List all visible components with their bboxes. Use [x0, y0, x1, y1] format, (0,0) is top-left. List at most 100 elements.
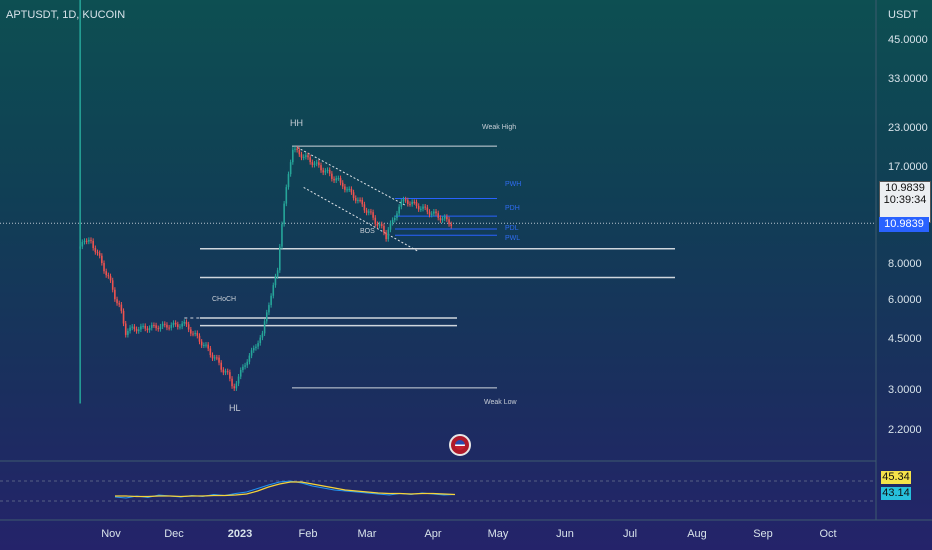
candle-body: [341, 182, 344, 187]
candle-body: [424, 206, 426, 208]
candle-body: [404, 199, 407, 201]
y-tick-label: 2.2000: [888, 424, 922, 436]
choch-label: CHoCH: [212, 296, 237, 303]
x-tick-label: Feb: [298, 528, 318, 540]
candle-body: [426, 207, 429, 212]
candle-body: [292, 149, 294, 163]
candle-body: [85, 240, 88, 242]
candle-body: [190, 329, 192, 334]
y-tick-label: 6.0000: [888, 294, 922, 306]
candle-body: [213, 357, 216, 359]
x-tick-label: May: [487, 528, 509, 540]
pwh-label: PWH: [505, 181, 522, 188]
candle-body: [218, 357, 220, 363]
candle-body: [385, 232, 387, 240]
candle-body: [148, 327, 151, 331]
y-tick-label: 17.0000: [888, 161, 928, 173]
candle-body: [380, 224, 383, 226]
candle-body: [287, 174, 290, 188]
candle-body: [370, 211, 372, 213]
candle-body: [411, 201, 413, 205]
candle-body: [114, 289, 116, 300]
candle-body: [170, 324, 173, 328]
candle-body: [428, 211, 431, 215]
candle-body: [361, 199, 364, 205]
candle-body: [407, 200, 409, 204]
candle-body: [103, 263, 105, 272]
hh-label: HH: [290, 118, 303, 128]
candle-body: [237, 376, 240, 384]
candle-body: [200, 341, 203, 346]
y-tick-label: 8.0000: [888, 258, 922, 270]
candle-body: [88, 239, 90, 242]
candle-body: [177, 324, 179, 327]
candle-body: [435, 211, 437, 214]
candle-body: [94, 248, 97, 253]
candle-body: [220, 362, 222, 370]
candle-body: [318, 162, 320, 166]
candle-body: [205, 344, 207, 346]
candle-body: [350, 188, 353, 193]
candle-body: [348, 188, 351, 190]
candle-body: [96, 252, 99, 254]
pdh-label: PDH: [505, 205, 520, 212]
candle-body: [142, 325, 144, 327]
x-tick-label: Jul: [622, 528, 638, 540]
candle-body: [259, 337, 262, 344]
candle-body: [194, 332, 196, 334]
candle-body: [216, 357, 218, 359]
candle-body: [233, 386, 236, 389]
candle-body: [224, 371, 227, 373]
us-flag-event-icon[interactable]: [449, 434, 471, 456]
candle-body: [274, 276, 277, 286]
candle-body: [124, 323, 127, 335]
candle-body: [250, 350, 253, 356]
candle-body: [309, 157, 311, 163]
candle-body: [320, 165, 322, 171]
y-tick-label: 3.0000: [888, 384, 922, 396]
weak-high-label: Weak High: [482, 124, 517, 131]
candle-body: [402, 199, 405, 202]
x-tick-label: Nov: [101, 528, 121, 540]
candle-body: [278, 246, 281, 271]
candle-body: [242, 366, 244, 370]
candle-body: [433, 211, 435, 214]
candle-body: [443, 216, 446, 219]
candle-body: [179, 326, 181, 328]
candle-body: [92, 240, 94, 249]
candle-body: [439, 217, 442, 221]
candle-body: [257, 343, 259, 347]
candle-body: [357, 199, 359, 201]
candle-body: [450, 224, 453, 226]
x-tick-label: Aug: [687, 528, 707, 540]
candle-body: [90, 239, 92, 241]
candle-body: [144, 325, 147, 329]
candle-body: [367, 211, 370, 213]
candle-body: [163, 323, 166, 325]
candle-body: [120, 304, 123, 311]
candle-body: [129, 327, 131, 331]
candle-body: [198, 335, 201, 342]
candle-body: [166, 324, 168, 328]
hl-label: HL: [229, 403, 241, 413]
candle-body: [131, 326, 134, 328]
price-axis-unit: USDT: [888, 9, 918, 21]
candle-body: [374, 217, 377, 225]
candle-body: [231, 378, 233, 387]
channel-upper-line: [296, 146, 406, 206]
candle-body: [248, 355, 251, 362]
candle-body: [272, 285, 275, 296]
candle-body: [289, 162, 292, 175]
candle-body: [363, 204, 366, 211]
candle-body: [352, 192, 355, 198]
candle-body: [192, 333, 194, 335]
candle-body: [159, 326, 162, 330]
candle-body: [415, 202, 418, 206]
candle-body: [337, 178, 340, 180]
candle-body: [300, 154, 303, 158]
candle-body: [268, 305, 270, 313]
x-tick-label: Mar: [357, 528, 377, 540]
candle-body: [346, 189, 348, 191]
candle-body: [246, 361, 249, 366]
